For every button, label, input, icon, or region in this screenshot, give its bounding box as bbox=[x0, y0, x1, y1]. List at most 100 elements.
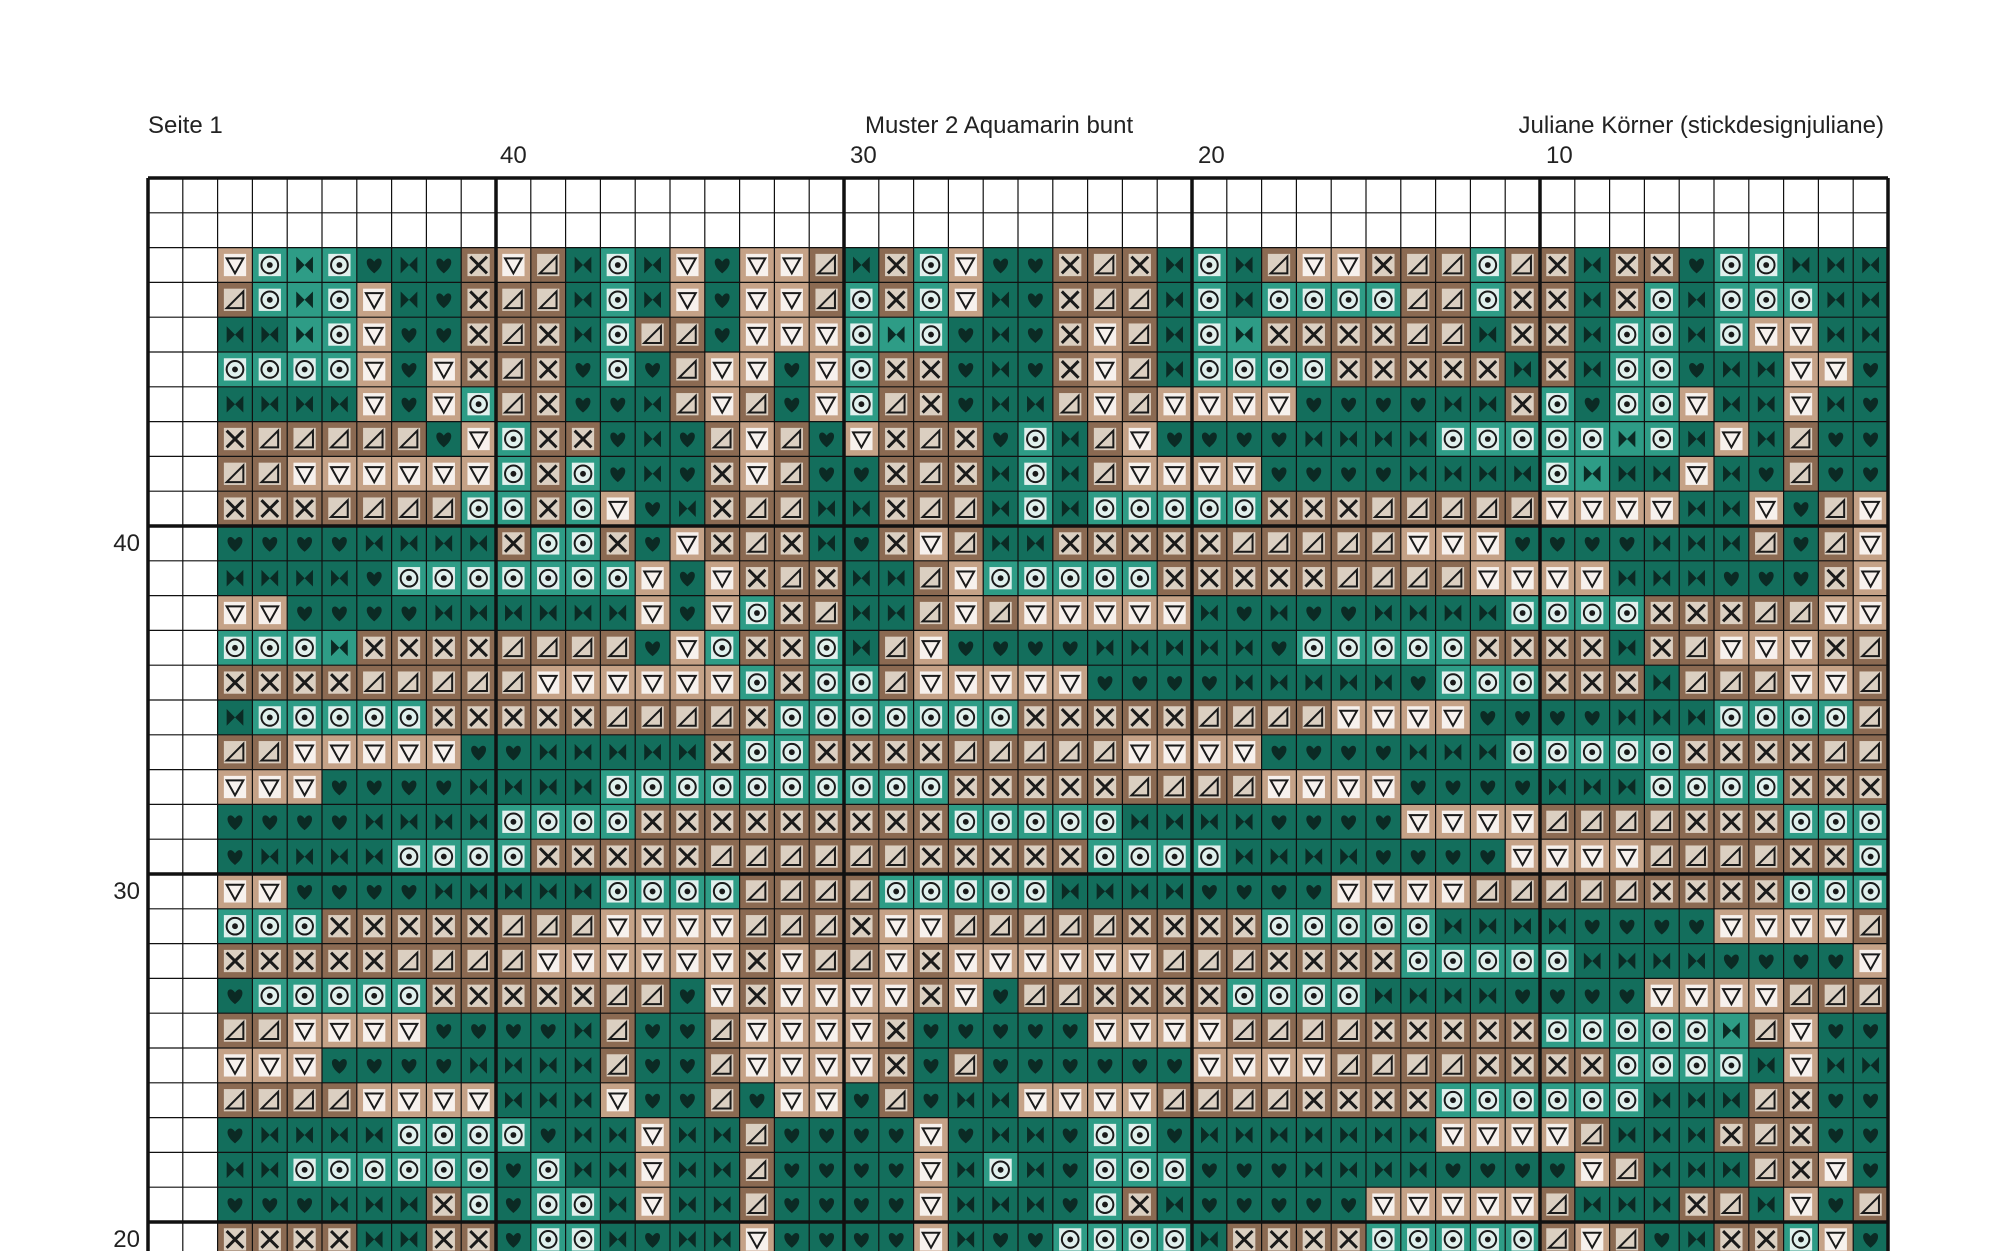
stitch-cell bbox=[356, 317, 392, 352]
stitch-cell bbox=[1540, 943, 1575, 979]
stitch-cell bbox=[774, 665, 810, 700]
stitch-cell bbox=[1540, 630, 1575, 666]
stitch-cell bbox=[1644, 1187, 1680, 1222]
stitch-cell bbox=[1574, 1117, 1610, 1153]
stitch-cell bbox=[1574, 595, 1610, 631]
stitch-cell bbox=[670, 282, 705, 318]
stitch-cell bbox=[704, 1152, 740, 1188]
stitch-cell bbox=[809, 1013, 844, 1048]
stitch-cell bbox=[1226, 317, 1262, 352]
stitch-cell bbox=[1609, 943, 1645, 979]
stitch-cell bbox=[774, 630, 810, 666]
stitch-cell bbox=[1226, 978, 1262, 1014]
stitch-cell bbox=[1435, 839, 1471, 874]
stitch-cell bbox=[1818, 630, 1854, 666]
stitch-cell bbox=[739, 734, 775, 770]
stitch-cell bbox=[1574, 1152, 1610, 1188]
stitch-cell bbox=[252, 630, 288, 666]
stitch-cell bbox=[530, 560, 566, 596]
stitch-cell bbox=[1261, 1222, 1297, 1251]
stitch-cell bbox=[1574, 874, 1610, 909]
stitch-cell bbox=[1226, 630, 1262, 666]
stitch-cell bbox=[1261, 491, 1297, 526]
stitch-cell bbox=[983, 1013, 1018, 1048]
stitch-cell bbox=[426, 1048, 462, 1083]
stitch-cell bbox=[322, 1152, 357, 1188]
stitch-cell bbox=[1748, 665, 1784, 700]
stitch-cell bbox=[1122, 352, 1158, 387]
stitch-cells bbox=[148, 178, 1888, 1251]
stitch-cell bbox=[670, 1082, 705, 1118]
stitch-cell bbox=[1157, 247, 1192, 283]
stitch-cell bbox=[1505, 386, 1540, 422]
stitch-cell bbox=[1052, 1013, 1088, 1048]
stitch-cell bbox=[1783, 456, 1819, 492]
stitch-cell bbox=[530, 908, 566, 944]
stitch-cell bbox=[1400, 491, 1436, 526]
stitch-cell bbox=[1400, 978, 1436, 1014]
stitch-cell bbox=[1331, 421, 1366, 457]
stitch-cell bbox=[1783, 1152, 1819, 1188]
stitch-cell bbox=[983, 630, 1018, 666]
stitch-cell bbox=[1540, 386, 1575, 422]
stitch-cell bbox=[565, 1117, 601, 1153]
stitch-cell bbox=[1018, 665, 1053, 700]
stitch-cell bbox=[878, 1222, 914, 1251]
stitch-cell bbox=[1574, 630, 1610, 666]
stitch-cell bbox=[1714, 734, 1749, 770]
stitch-cell bbox=[1505, 630, 1540, 666]
stitch-cell bbox=[913, 595, 949, 631]
stitch-cell bbox=[530, 978, 566, 1014]
stitch-cell bbox=[1122, 734, 1158, 770]
stitch-cell bbox=[1609, 282, 1645, 318]
stitch-cell bbox=[391, 282, 427, 318]
stitch-cell bbox=[1748, 560, 1784, 596]
stitch-cell bbox=[1853, 665, 1888, 700]
stitch-cell bbox=[1574, 247, 1610, 283]
stitch-cell bbox=[1331, 1117, 1366, 1153]
stitch-cell bbox=[287, 491, 322, 526]
stitch-cell bbox=[600, 943, 636, 979]
stitch-cell bbox=[1609, 839, 1645, 874]
stitch-cell bbox=[391, 700, 427, 735]
stitch-cell bbox=[670, 317, 705, 352]
stitch-cell bbox=[1192, 595, 1227, 631]
stitch-cell bbox=[1400, 1013, 1436, 1048]
stitch-cell bbox=[287, 282, 322, 318]
stitch-cell bbox=[1226, 247, 1262, 283]
stitch-cell bbox=[1783, 874, 1819, 909]
stitch-cell bbox=[1853, 908, 1888, 944]
stitch-cell bbox=[217, 1222, 253, 1251]
stitch-cell bbox=[878, 769, 914, 805]
stitch-cell bbox=[1261, 1013, 1297, 1048]
stitch-cell bbox=[461, 1187, 496, 1222]
stitch-cell bbox=[600, 386, 636, 422]
stitch-cell bbox=[1470, 630, 1506, 666]
stitch-cell bbox=[322, 1222, 357, 1251]
stitch-cell bbox=[1714, 978, 1749, 1014]
stitch-cell bbox=[878, 317, 914, 352]
stitch-cell bbox=[461, 421, 496, 457]
stitch-cell bbox=[530, 1222, 566, 1251]
stitch-cell bbox=[1157, 769, 1192, 805]
stitch-cell bbox=[1366, 560, 1401, 596]
stitch-cell bbox=[1574, 421, 1610, 457]
stitch-cell bbox=[983, 526, 1018, 561]
stitch-cell bbox=[1226, 1152, 1262, 1188]
stitch-cell bbox=[252, 943, 288, 979]
stitch-cell bbox=[1435, 769, 1471, 805]
stitch-cell bbox=[913, 908, 949, 944]
stitch-cell bbox=[1609, 1013, 1645, 1048]
stitch-cell bbox=[1261, 874, 1297, 909]
stitch-cell bbox=[1470, 1048, 1506, 1083]
stitch-cell bbox=[913, 769, 949, 805]
stitch-cell bbox=[496, 317, 531, 352]
stitch-cell bbox=[1644, 317, 1680, 352]
stitch-cell bbox=[739, 386, 775, 422]
stitch-cell bbox=[1087, 560, 1123, 596]
stitch-cell bbox=[1226, 908, 1262, 944]
stitch-cell bbox=[1435, 421, 1471, 457]
stitch-cell bbox=[704, 874, 740, 909]
stitch-cell bbox=[635, 1152, 670, 1188]
stitch-cell bbox=[461, 1013, 496, 1048]
